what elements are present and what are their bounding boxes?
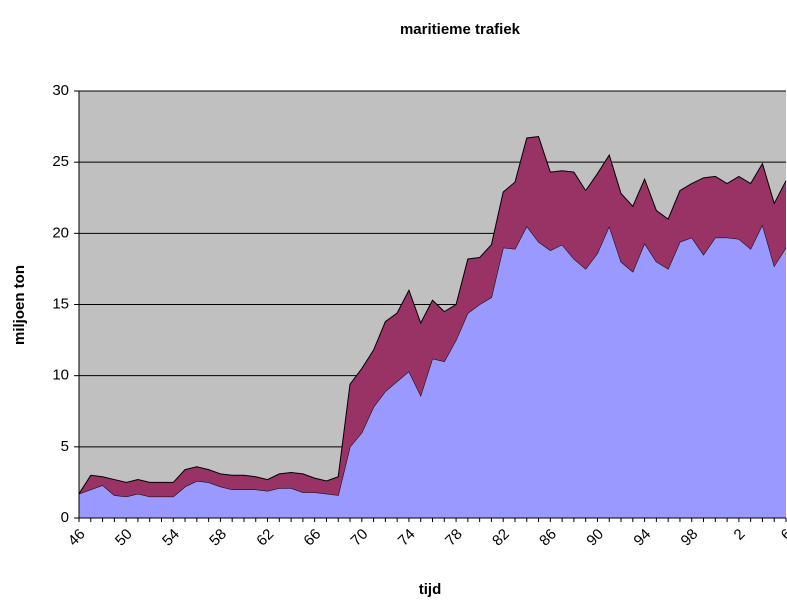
y-tick-label: 30 xyxy=(52,82,69,99)
x-axis-label: tijd xyxy=(419,581,442,598)
y-tick-label: 25 xyxy=(52,153,69,170)
x-tick-label: 98 xyxy=(678,526,702,550)
x-tick-label: 78 xyxy=(442,526,466,550)
x-tick-label: 66 xyxy=(300,526,324,550)
x-tick-label: 74 xyxy=(395,526,419,550)
y-tick-label: 0 xyxy=(61,509,69,526)
chart-title: maritieme trafiek xyxy=(400,21,521,38)
x-tick-label: 58 xyxy=(206,526,230,550)
y-axis-label: miljoen ton xyxy=(11,265,28,345)
x-tick-label: 50 xyxy=(112,526,136,550)
y-tick-label: 10 xyxy=(52,367,69,384)
y-tick-label: 5 xyxy=(61,438,69,455)
area xyxy=(79,136,786,497)
x-tick-label: 90 xyxy=(583,526,607,550)
x-tick-label: 94 xyxy=(630,526,654,550)
y-tick-label: 15 xyxy=(52,295,69,312)
area-edge xyxy=(78,136,787,495)
x-tick-label: 2 xyxy=(731,526,749,544)
y-tick-label: 20 xyxy=(52,224,69,241)
x-tick-label: 46 xyxy=(65,526,89,550)
x-tick-label: 86 xyxy=(536,526,560,550)
x-tick-label: 82 xyxy=(489,526,513,550)
x-tick-label: 62 xyxy=(253,526,277,550)
x-tick-label: 54 xyxy=(159,526,183,550)
x-tick-label: 70 xyxy=(348,526,372,550)
area xyxy=(79,224,786,518)
x-tick-label: 6 xyxy=(778,526,787,544)
